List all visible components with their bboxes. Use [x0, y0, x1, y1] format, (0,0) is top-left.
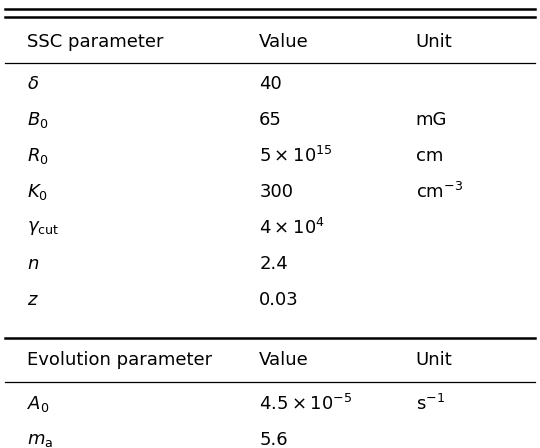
Text: Value: Value: [259, 33, 309, 51]
Text: 65: 65: [259, 111, 282, 129]
Text: $4.5 \times 10^{-5}$: $4.5 \times 10^{-5}$: [259, 394, 353, 414]
Text: $\delta$: $\delta$: [27, 75, 39, 93]
Text: $m_{\rm a}$: $m_{\rm a}$: [27, 431, 53, 448]
Text: Evolution parameter: Evolution parameter: [27, 351, 212, 369]
Text: 40: 40: [259, 75, 282, 93]
Text: 5.6: 5.6: [259, 431, 288, 448]
Text: $z$: $z$: [27, 291, 39, 309]
Text: Unit: Unit: [416, 351, 453, 369]
Text: $A_0$: $A_0$: [27, 394, 50, 414]
Text: SSC parameter: SSC parameter: [27, 33, 164, 51]
Text: $5 \times 10^{15}$: $5 \times 10^{15}$: [259, 146, 333, 166]
Text: 300: 300: [259, 183, 293, 201]
Text: $n$: $n$: [27, 255, 39, 273]
Text: mG: mG: [416, 111, 447, 129]
Text: s$^{-1}$: s$^{-1}$: [416, 394, 445, 414]
Text: 2.4: 2.4: [259, 255, 288, 273]
Text: $B_0$: $B_0$: [27, 110, 49, 130]
Text: 0.03: 0.03: [259, 291, 299, 309]
Text: $R_0$: $R_0$: [27, 146, 49, 166]
Text: cm$^{-3}$: cm$^{-3}$: [416, 182, 463, 202]
Text: $4 \times 10^{4}$: $4 \times 10^{4}$: [259, 218, 325, 238]
Text: $\gamma_{\rm cut}$: $\gamma_{\rm cut}$: [27, 219, 59, 237]
Text: Unit: Unit: [416, 33, 453, 51]
Text: Value: Value: [259, 351, 309, 369]
Text: cm: cm: [416, 147, 443, 165]
Text: $K_0$: $K_0$: [27, 182, 48, 202]
